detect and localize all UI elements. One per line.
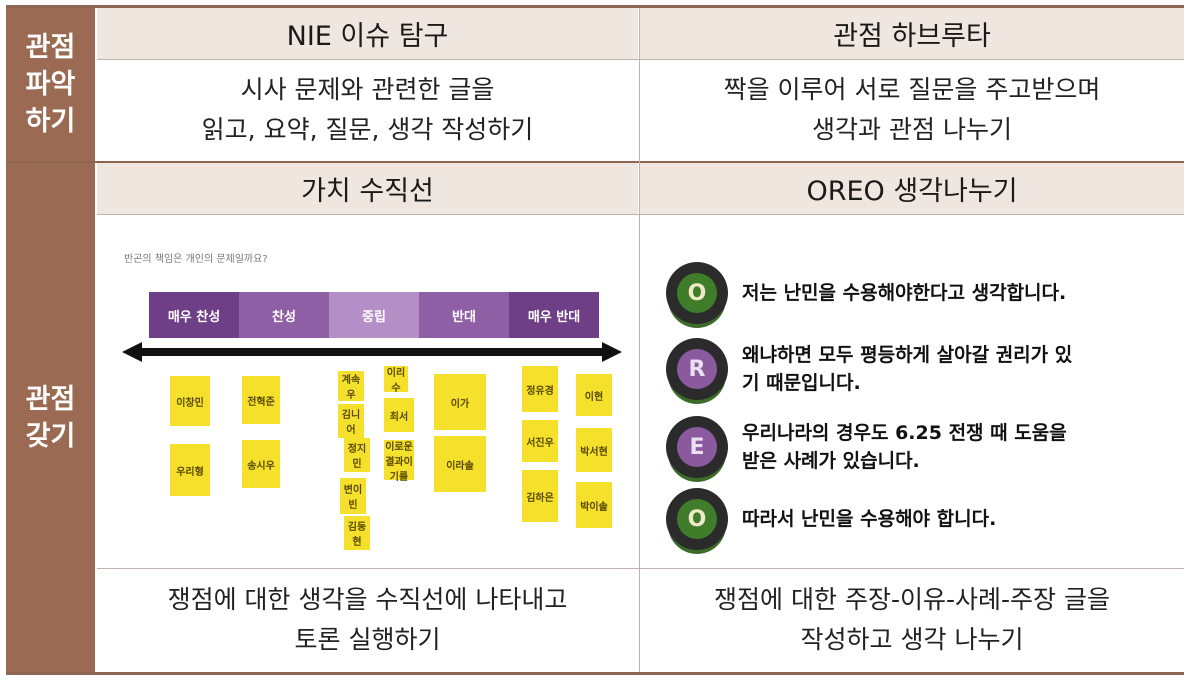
sticky-note: 변이빈 — [340, 478, 366, 514]
row-divider — [6, 161, 1184, 163]
value-band: 매우 찬성 — [149, 292, 239, 338]
sticky-note: 정유경 — [522, 366, 558, 412]
oreo-letter-badge-icon: O — [666, 488, 728, 550]
body-line: 쟁점에 대한 생각을 수직선에 나타내고 — [167, 585, 568, 614]
body-line: 짝을 이루어 서로 질문을 주고받으며 — [723, 75, 1101, 104]
oreo-row: O 저는 난민을 수용해야한다고 생각합니다. — [666, 262, 1066, 324]
sticky-note: 이창민 — [170, 376, 210, 426]
oreo-graphic: O 저는 난민을 수용해야한다고 생각합니다. R 왜냐하면 모두 평등하게 살아갈 … — [646, 226, 1184, 566]
oreo-letter: R — [677, 349, 717, 389]
sticky-note: 이라솔 — [434, 436, 486, 492]
header-oreo: OREO 생각나누기 — [640, 163, 1184, 214]
body-nie-issue: 시사 문제와 관련한 글을 읽고, 요약, 질문, 생각 작성하기 — [97, 60, 638, 160]
sticky-note: 김하은 — [522, 470, 558, 522]
body-havruta: 짝을 이루어 서로 질문을 주고받으며 생각과 관점 나누기 — [640, 60, 1184, 160]
sticky-note: 이현 — [576, 374, 612, 416]
sticky-note: 최서 — [384, 398, 414, 432]
side-label-perspective-grasp: 관점 파악 하기 — [6, 8, 95, 161]
sticky-note: 이로운 결과이기를 — [384, 440, 414, 483]
body-line: 토론 실행하기 — [294, 625, 441, 654]
oreo-text-line: 저는 난민을 수용해야한다고 생각합니다. — [742, 282, 1067, 304]
side-label-line: 파악 — [25, 69, 76, 100]
sticky-note: 계속우 — [338, 371, 364, 401]
sticky-note: 전혁준 — [242, 376, 280, 424]
sticky-note: 박서현 — [576, 428, 612, 472]
value-band: 중립 — [329, 292, 419, 338]
side-label-perspective-have: 관점 갖기 — [6, 163, 95, 672]
value-band: 매우 반대 — [509, 292, 599, 338]
value-band: 찬성 — [239, 292, 329, 338]
oreo-text: 저는 난민을 수용해야한다고 생각합니다. — [742, 279, 1066, 307]
caption-value-line: 쟁점에 대한 생각을 수직선에 나타내고 토론 실행하기 — [97, 569, 638, 671]
sticky-note: 이리수 — [384, 366, 408, 394]
body-line: 시사 문제와 관련한 글을 — [240, 75, 495, 104]
header-text: OREO 생각나누기 — [806, 176, 1018, 207]
sticky-note: 이가 — [434, 374, 486, 430]
sticky-note: 우리형 — [170, 444, 210, 496]
header-value-line: 가치 수직선 — [97, 163, 638, 214]
side-label-line: 하기 — [25, 106, 76, 137]
table-bottom-border — [6, 672, 1184, 675]
sticky-note: 김동현 — [344, 516, 370, 550]
sticky-note: 서진우 — [522, 420, 558, 462]
grid-line — [639, 8, 640, 672]
oreo-letter-badge-icon: O — [666, 262, 728, 324]
oreo-text: 따라서 난민을 수용해야 합니다. — [742, 505, 996, 533]
body-line: 작성하고 생각 나누기 — [800, 625, 1024, 654]
oreo-text-line: 따라서 난민을 수용해야 합니다. — [742, 508, 997, 530]
oreo-letter: O — [677, 273, 717, 313]
body-line: 읽고, 요약, 질문, 생각 작성하기 — [201, 115, 534, 144]
activity-table: 관점 파악 하기 관점 갖기 NIE 이슈 탐구 관점 하브루타 시사 문제와 … — [6, 5, 1184, 675]
table-top-border — [6, 5, 1184, 8]
side-label-line: 갖기 — [25, 420, 76, 452]
sticky-note: 송시우 — [242, 440, 280, 488]
oreo-text-line: 기 때문입니다. — [742, 372, 861, 394]
header-text: 관점 하브루타 — [833, 21, 991, 52]
double-arrow-icon — [122, 342, 622, 362]
value-band: 반대 — [419, 292, 509, 338]
oreo-text-line: 받은 사례가 있습니다. — [742, 450, 920, 472]
side-label-line: 관점 — [25, 32, 76, 63]
oreo-text-line: 우리나라의 경우도 6.25 전쟁 때 도움을 — [742, 422, 1067, 444]
header-text: 가치 수직선 — [301, 176, 434, 207]
header-text: NIE 이슈 탐구 — [286, 21, 449, 52]
header-havruta: 관점 하브루타 — [640, 8, 1184, 59]
oreo-row: O 따라서 난민을 수용해야 합니다. — [666, 488, 996, 550]
oreo-letter-badge-icon: R — [666, 338, 728, 400]
oreo-letter: E — [677, 427, 717, 467]
grid-line — [97, 214, 1184, 215]
oreo-letter: O — [677, 499, 717, 539]
sticky-note: 김니어 — [338, 404, 364, 438]
caption-oreo: 쟁점에 대한 주장-이유-사례-주장 글을 작성하고 생각 나누기 — [640, 569, 1184, 671]
sticky-note: 정지민 — [344, 438, 370, 472]
sticky-note: 박이솔 — [576, 482, 612, 528]
oreo-text-line: 왜냐하면 모두 평등하게 살아갈 권리가 있 — [742, 344, 1073, 366]
body-line: 쟁점에 대한 주장-이유-사례-주장 글을 — [714, 585, 1110, 614]
side-label-line: 관점 — [25, 383, 76, 415]
grid-line — [97, 59, 1184, 60]
oreo-letter-badge-icon: E — [666, 416, 728, 478]
value-line-question: 반곤의 책임은 개인의 문제일까요? — [124, 254, 268, 265]
header-nie-issue: NIE 이슈 탐구 — [97, 8, 638, 59]
grid-line — [97, 568, 1184, 569]
body-line: 생각과 관점 나누기 — [812, 115, 1012, 144]
